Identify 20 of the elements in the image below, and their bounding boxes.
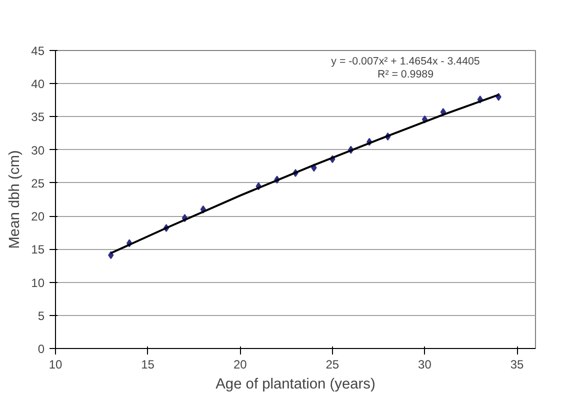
x-tick-label: 10 [48,358,62,372]
y-tick-label: 45 [31,44,45,58]
x-tick-label: 25 [326,358,340,372]
x-tick-label: 15 [141,358,155,372]
y-tick-label: 0 [38,342,45,356]
y-axis-title: Mean dbh (cm) [7,150,24,249]
y-tick-label: 20 [31,210,45,224]
y-tick-label: 30 [31,143,45,158]
y-tick-label: 25 [31,176,45,190]
x-tick-label: 30 [418,358,432,372]
y-tick-label: 40 [31,77,45,92]
x-axis-title: Age of plantation (years) [216,376,376,392]
y-tick-label: 5 [38,308,45,323]
y-tick-label: 35 [31,110,45,124]
x-tick-label: 20 [233,358,248,372]
annotation: y = -0.007x² + 1.4654x - 3.4405 [331,56,480,68]
annotation: R² = 0.9989 [378,68,434,80]
y-tick-label: 15 [31,242,45,257]
y-tick-label: 10 [31,276,45,290]
x-tick-label: 35 [510,358,524,372]
